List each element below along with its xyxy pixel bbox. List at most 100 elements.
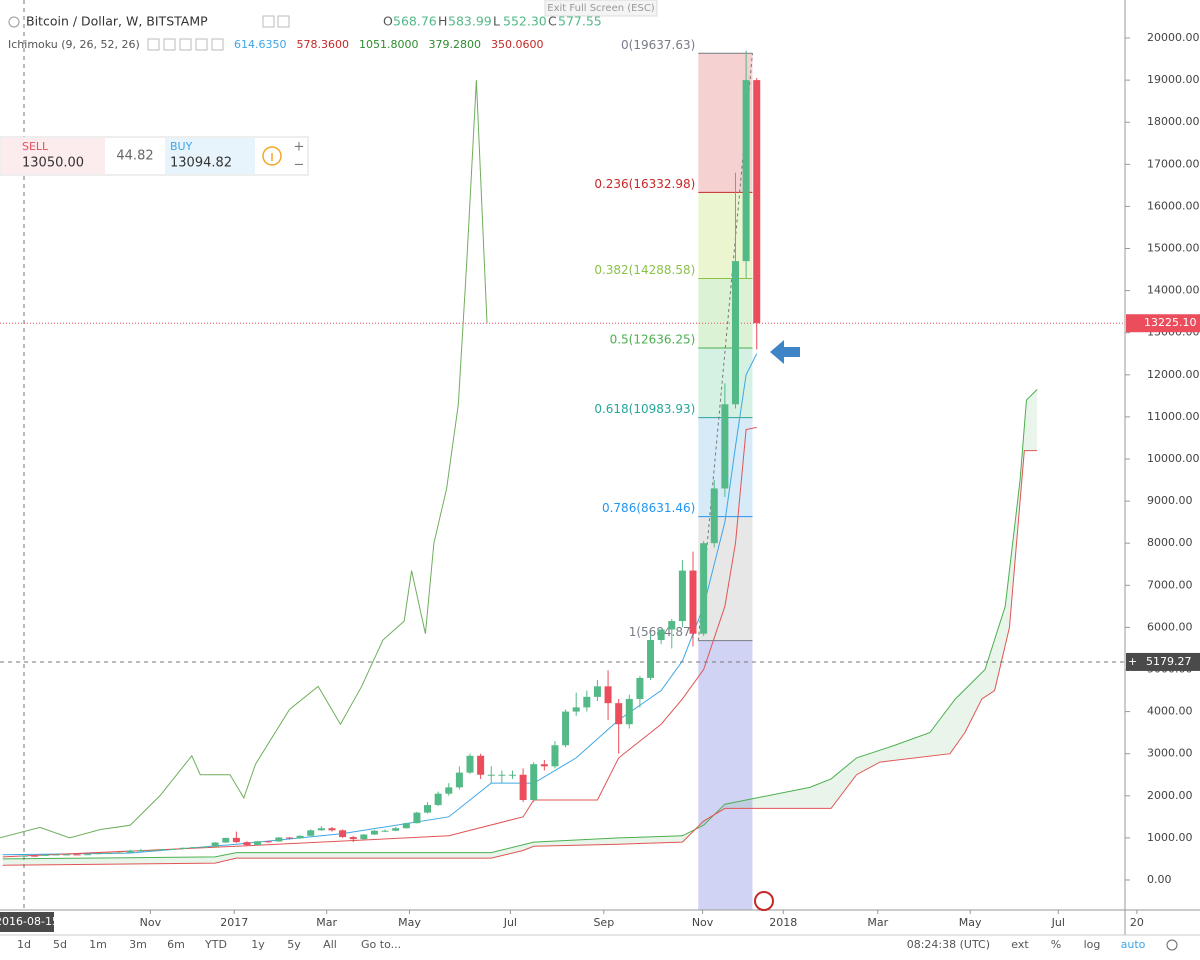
candle-body [392, 828, 400, 831]
decrease-button[interactable]: − [294, 158, 305, 173]
candle-body [307, 830, 315, 836]
x-tick-label: Nov [140, 916, 162, 929]
range-button[interactable]: 1y [251, 938, 265, 951]
candle-body [73, 854, 81, 856]
candle-body [169, 848, 177, 850]
axes: 0.001000.002000.003000.004000.005000.006… [0, 31, 1200, 932]
x-tick-label: Jul [1051, 916, 1065, 929]
fib-label: 0.236(16332.98) [594, 177, 695, 191]
range-button[interactable]: 5y [287, 938, 301, 951]
bottom-toolbar: 1d 5d 1m 3m 6m YTD 1y 5y All Go to... 08:24:38 (UT… [17, 938, 1178, 951]
fib-label: 0.5(12636.25) [610, 333, 696, 347]
candle-body [190, 847, 198, 849]
event-icon[interactable] [754, 891, 774, 911]
arrow-annotation [770, 340, 800, 364]
y-tick-label: 4000.00 [1147, 705, 1193, 718]
candle-body [360, 834, 368, 840]
ohlc-label: H [438, 14, 447, 29]
candle-body [370, 830, 378, 835]
range-button[interactable]: 1m [89, 938, 107, 951]
candle-body [657, 629, 665, 641]
candle-body [413, 812, 421, 824]
candle-body [179, 847, 187, 849]
exit-fullscreen-button[interactable] [544, 0, 658, 17]
scale-option[interactable]: log [1084, 938, 1101, 951]
fib-zone [698, 278, 753, 349]
range-button[interactable]: 1d [17, 938, 31, 951]
indicator-button[interactable] [179, 38, 192, 51]
y-tick-label: 8000.00 [1147, 536, 1193, 549]
candle-body [731, 261, 739, 405]
candle-body [105, 853, 113, 855]
candle-body [339, 830, 347, 838]
ohlc-label: O [383, 14, 393, 29]
fib-zone [698, 516, 753, 641]
y-tick-label: 0.00 [1147, 873, 1172, 886]
candle-body [434, 793, 442, 806]
indicator-value: 614.6350 [234, 38, 287, 51]
indicator-button[interactable] [163, 38, 176, 51]
range-button[interactable]: 5d [53, 938, 67, 951]
candle-body [742, 80, 750, 262]
range-button[interactable]: 3m [129, 938, 147, 951]
candle-body [710, 488, 718, 544]
scale-option[interactable]: % [1051, 938, 1061, 951]
buy-label[interactable]: BUY [170, 140, 193, 153]
x-tick-label: 20 [1130, 916, 1144, 929]
goto-button[interactable]: Go to... [361, 938, 401, 951]
candle-body [349, 837, 357, 840]
y-tick-label: 7000.00 [1147, 578, 1193, 591]
y-tick-label: 12000.00 [1147, 368, 1200, 381]
ohlc-label: C [548, 14, 557, 29]
cloud-span-b [2, 450, 1038, 866]
x-tick-label: Nov [692, 916, 714, 929]
indicator-button[interactable] [147, 38, 160, 51]
indicator-values: 614.6350 578.3600 1051.8000 379.2800 350.060… [234, 38, 544, 51]
candle-body [593, 686, 601, 697]
exit-fullscreen-text[interactable]: Exit Full Screen (ESC) [547, 3, 655, 14]
range-button[interactable]: 6m [167, 938, 185, 951]
range-button[interactable]: All [323, 938, 337, 951]
indicator-value: 379.2800 [429, 38, 482, 51]
candle-body [625, 698, 633, 725]
candle-body [477, 755, 485, 775]
scale-option[interactable]: ext [1011, 938, 1029, 951]
candle-body [116, 852, 124, 854]
candle-body [31, 855, 39, 857]
candle-body [264, 841, 272, 843]
candle-body [275, 837, 283, 842]
candle-body [94, 853, 102, 855]
candle-body [753, 80, 761, 324]
settings-button[interactable] [277, 15, 290, 28]
buy-button[interactable] [165, 138, 255, 174]
candle-body [317, 828, 325, 831]
crosshair-time-label: 2016-08-15 [0, 915, 59, 928]
indicator-button[interactable] [211, 38, 224, 51]
x-tick-label: May [959, 916, 982, 929]
candle-body [328, 828, 336, 831]
candle-body [158, 849, 166, 851]
candle-body [519, 774, 527, 800]
buy-price[interactable]: 13094.82 [170, 156, 232, 171]
sell-label[interactable]: SELL [22, 140, 49, 153]
candle-body [700, 543, 708, 634]
candle-body [498, 774, 506, 776]
crosshair-price-label: 5179.27 [1146, 655, 1192, 668]
indicator-button[interactable] [195, 38, 208, 51]
candle-body [583, 696, 591, 708]
y-tick-label: 19000.00 [1147, 73, 1200, 86]
sell-button[interactable] [1, 138, 105, 174]
scale-option[interactable]: auto [1121, 938, 1146, 951]
increase-button[interactable]: + [294, 140, 305, 155]
candle-body [232, 837, 240, 843]
info-icon[interactable] [262, 146, 282, 166]
candle-body [455, 772, 463, 788]
x-tick-label: Mar [867, 916, 888, 929]
sell-price[interactable]: 13050.00 [22, 156, 84, 171]
range-button[interactable]: YTD [204, 938, 227, 951]
hide-button[interactable] [262, 15, 275, 28]
y-tick-label: 10000.00 [1147, 452, 1200, 465]
y-tick-label: 11000.00 [1147, 410, 1200, 423]
settings-button[interactable] [1166, 939, 1178, 951]
